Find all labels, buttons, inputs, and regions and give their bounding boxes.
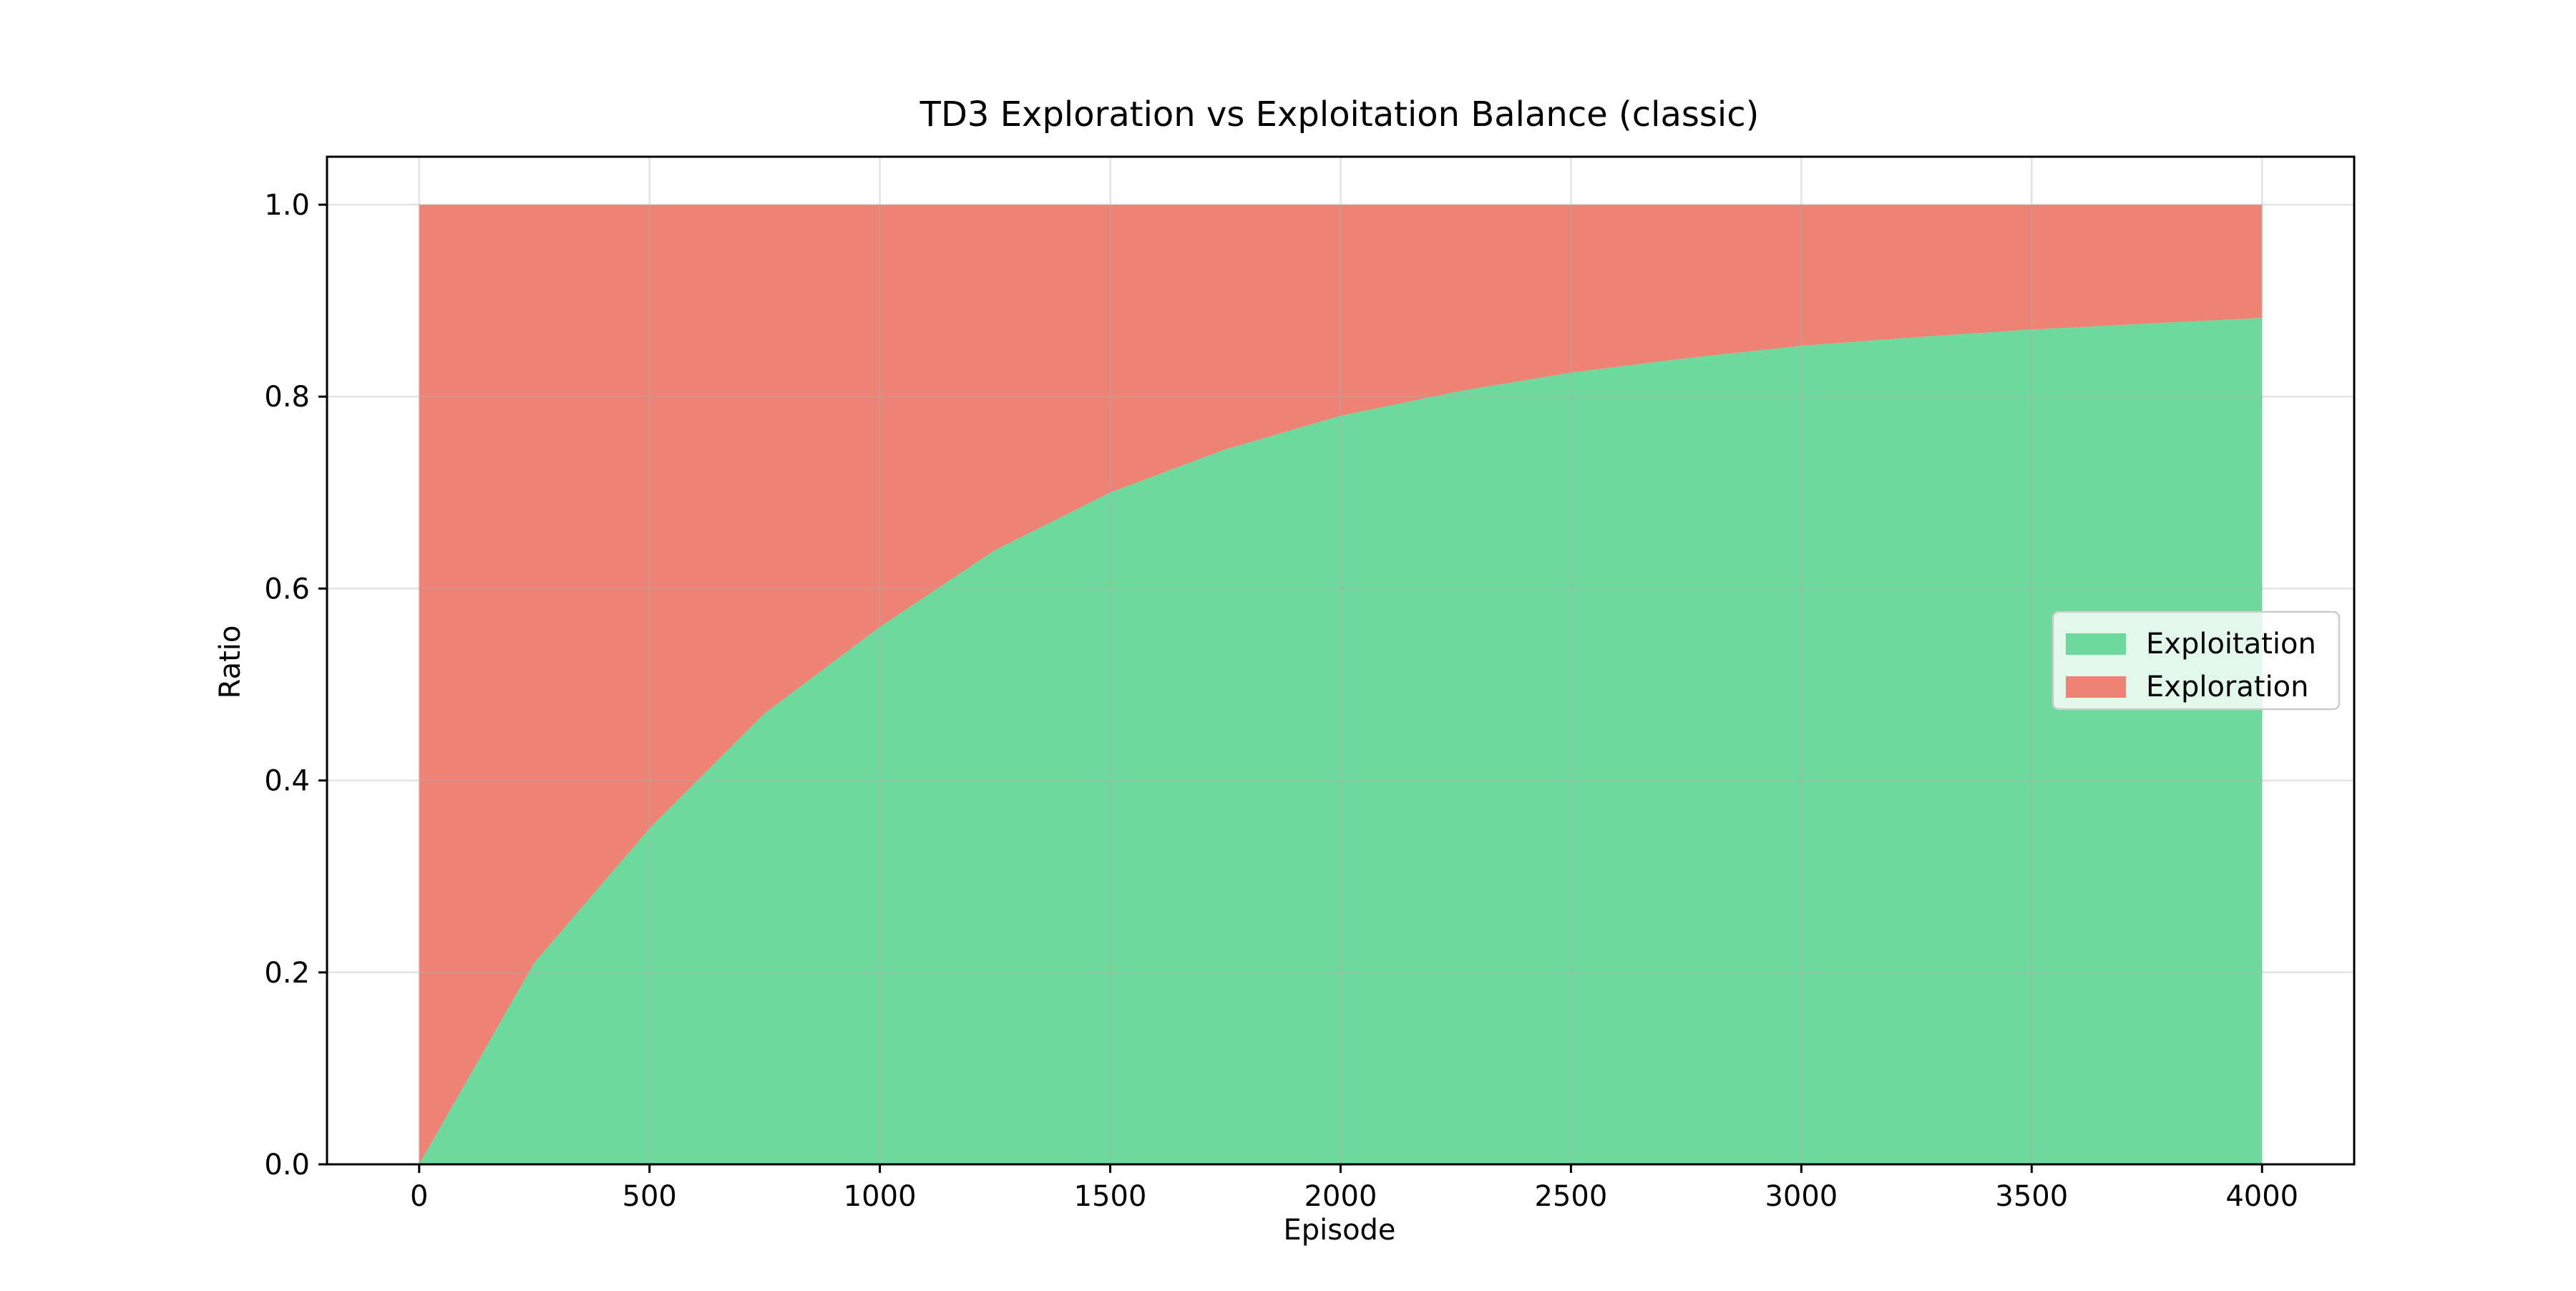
y-tick-label: 0.8 xyxy=(264,381,310,414)
area-exploitation xyxy=(419,318,2263,1164)
y-tick-label: 0.6 xyxy=(264,573,310,605)
x-tick-label: 0 xyxy=(410,1180,428,1213)
legend-swatch-exploration xyxy=(2066,676,2126,698)
x-tick-label: 1000 xyxy=(844,1180,917,1213)
legend-label-exploitation: Exploitation xyxy=(2146,628,2316,661)
area-exploration xyxy=(419,205,2263,1164)
y-axis-label: Ratio xyxy=(214,625,247,699)
x-tick-label: 3000 xyxy=(1765,1180,1838,1213)
legend-swatch-exploitation xyxy=(2066,633,2126,655)
y-tick-label: 1.0 xyxy=(264,189,310,222)
x-axis-label: Episode xyxy=(1283,1214,1395,1247)
y-tick-label: 0.2 xyxy=(264,957,310,990)
ticks-layer: 0 500 1000 1500 2000 2500 3000 3500 4000 0.0 0.2 0.… xyxy=(264,189,2298,1213)
areas-layer xyxy=(419,205,2263,1164)
x-tick-label: 2500 xyxy=(1535,1180,1608,1213)
chart-title: TD3 Exploration vs Exploitation Balance … xyxy=(919,94,1760,135)
legend-label-exploration: Exploration xyxy=(2146,671,2309,703)
x-tick-label: 1500 xyxy=(1074,1180,1147,1213)
y-tick-label: 0.0 xyxy=(264,1149,310,1182)
x-tick-label: 2000 xyxy=(1304,1180,1377,1213)
x-tick-label: 4000 xyxy=(2225,1180,2298,1213)
x-tick-label: 500 xyxy=(623,1180,677,1213)
legend: Exploitation Exploration xyxy=(2051,610,2341,711)
y-tick-label: 0.4 xyxy=(264,765,310,798)
x-tick-label: 3500 xyxy=(1995,1180,2068,1213)
